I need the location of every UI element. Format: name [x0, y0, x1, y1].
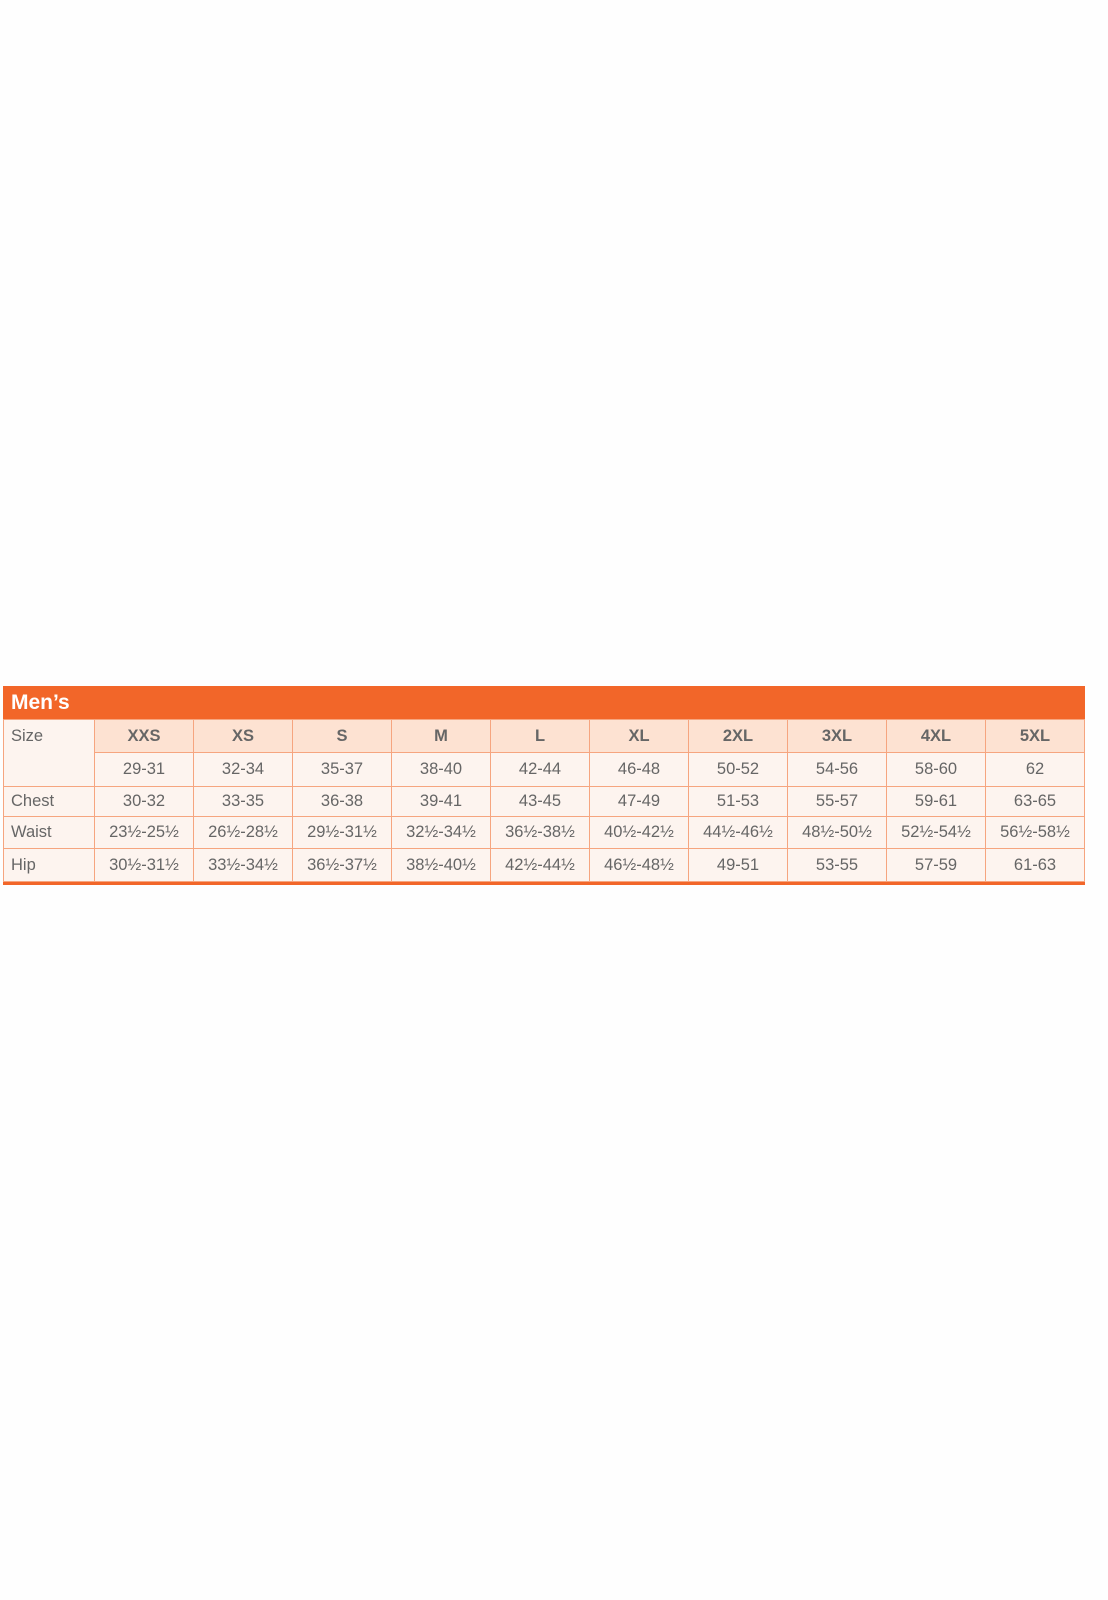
table-cell: 44½-46½: [688, 816, 788, 849]
size-header: L: [490, 719, 590, 753]
table-cell: 33½-34½: [193, 848, 293, 882]
table-cell: 36½-38½: [490, 816, 590, 849]
size-header: XXS: [94, 719, 194, 753]
table-cell: 38-40: [391, 752, 491, 787]
table-cell: 23½-25½: [94, 816, 194, 849]
table-cell: 35-37: [292, 752, 392, 787]
table-cell: 39-41: [391, 786, 491, 817]
table-cell: 46-48: [589, 752, 689, 787]
table-row: Chest 30-32 33-35 36-38 39-41 43-45 47-49 51-53…: [3, 786, 1085, 817]
size-header: 2XL: [688, 719, 788, 753]
table-cell: 47-49: [589, 786, 689, 817]
table-cell: 32-34: [193, 752, 293, 787]
table-row: Waist 23½-25½ 26½-28½ 29½-31½ 32½-34½ 36½-38½…: [3, 816, 1085, 849]
table-cell: 49-51: [688, 848, 788, 882]
table-cell: 62: [985, 752, 1085, 787]
table-row: 29-31 32-34 35-37 38-40 42-44 46-48 50-52 54-56…: [4, 752, 1085, 787]
table-row: Size XXS XS S M L XL 2XL 3XL 4XL 5XL: [3, 719, 1085, 787]
size-header: S: [292, 719, 392, 753]
size-header: 3XL: [787, 719, 887, 753]
table-row: Hip 30½-31½ 33½-34½ 36½-37½ 38½-40½ 42½-44½ 46…: [3, 848, 1085, 882]
size-header: XL: [589, 719, 689, 753]
table-cell: 42½-44½: [490, 848, 590, 882]
table-cell: 36-38: [292, 786, 392, 817]
size-header: 4XL: [886, 719, 986, 753]
row-label: Size: [3, 719, 95, 787]
table-cell: 43-45: [490, 786, 590, 817]
table-cell: 30½-31½: [94, 848, 194, 882]
table-cell: 63-65: [985, 786, 1085, 817]
table-cell: 61-63: [985, 848, 1085, 882]
table-cell: 33-35: [193, 786, 293, 817]
size-header: M: [391, 719, 491, 753]
size-table: Size XXS XS S M L XL 2XL 3XL 4XL 5XL 29-31 32-34 35-3…: [3, 719, 1085, 882]
row-label: Waist: [3, 816, 95, 849]
table-cell: 30-32: [94, 786, 194, 817]
table-cell: 36½-37½: [292, 848, 392, 882]
chart-title: Men’s: [3, 686, 1085, 719]
row-label: Chest: [3, 786, 95, 817]
size-chart: Men’s Size XXS XS S M L XL 2XL 3XL 4XL 5XL 29-31 32-…: [3, 686, 1085, 885]
table-cell: 53-55: [787, 848, 887, 882]
table-cell: 29-31: [94, 752, 194, 787]
table-cell: 58-60: [886, 752, 986, 787]
table-cell: 56½-58½: [985, 816, 1085, 849]
table-cell: 42-44: [490, 752, 590, 787]
table-cell: 29½-31½: [292, 816, 392, 849]
table-cell: 26½-28½: [193, 816, 293, 849]
size-header: 5XL: [985, 719, 1085, 753]
table-cell: 54-56: [787, 752, 887, 787]
table-cell: 38½-40½: [391, 848, 491, 882]
table-cell: 32½-34½: [391, 816, 491, 849]
table-cell: 46½-48½: [589, 848, 689, 882]
table-cell: 57-59: [886, 848, 986, 882]
table-cell: 48½-50½: [787, 816, 887, 849]
table-cell: 55-57: [787, 786, 887, 817]
table-cell: 50-52: [688, 752, 788, 787]
table-cell: 40½-42½: [589, 816, 689, 849]
row-label: Hip: [3, 848, 95, 882]
size-header: XS: [193, 719, 293, 753]
table-cell: 51-53: [688, 786, 788, 817]
table-cell: 59-61: [886, 786, 986, 817]
table-cell: 52½-54½: [886, 816, 986, 849]
